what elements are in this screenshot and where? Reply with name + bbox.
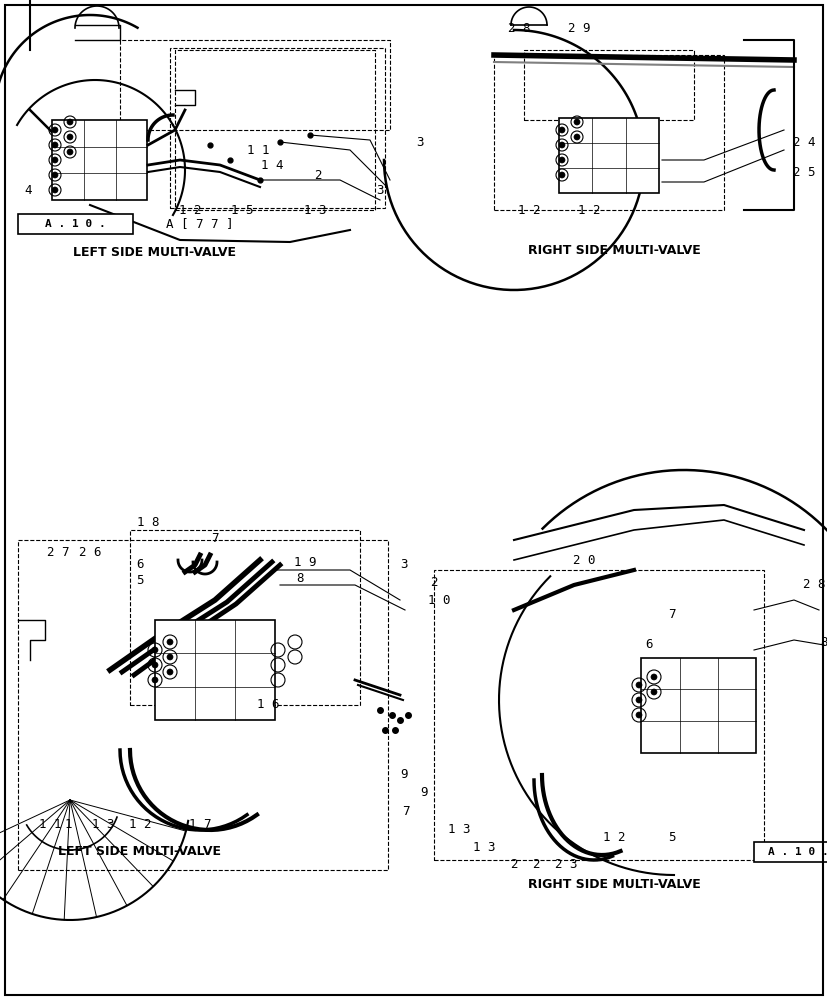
Circle shape <box>558 127 564 133</box>
Text: 1: 1 <box>65 818 72 831</box>
Text: 1 3: 1 3 <box>304 204 326 217</box>
Text: 2 6: 2 6 <box>79 546 101 558</box>
Text: 1 3: 1 3 <box>472 841 495 854</box>
Text: 3: 3 <box>375 184 383 197</box>
Circle shape <box>152 677 158 683</box>
Circle shape <box>573 134 579 140</box>
Text: 1 1: 1 1 <box>246 144 269 157</box>
Text: 1 3: 1 3 <box>447 823 470 836</box>
Circle shape <box>52 157 58 163</box>
Text: 1 2: 1 2 <box>179 204 201 217</box>
Circle shape <box>167 669 173 675</box>
Bar <box>18 214 133 234</box>
Circle shape <box>52 127 58 133</box>
Text: 1 6: 1 6 <box>256 698 279 711</box>
Text: 7: 7 <box>211 532 218 544</box>
Circle shape <box>635 712 641 718</box>
Circle shape <box>167 639 173 645</box>
Bar <box>120 40 390 130</box>
Text: 1 9: 1 9 <box>294 556 316 570</box>
Text: A . 1 0 .: A . 1 0 . <box>45 219 106 229</box>
Text: LEFT SIDE MULTI-VALVE: LEFT SIDE MULTI-VALVE <box>74 245 237 258</box>
Text: A [ 7 7 ]: A [ 7 7 ] <box>166 218 233 231</box>
Circle shape <box>650 689 656 695</box>
Circle shape <box>52 187 58 193</box>
Text: 1 7: 1 7 <box>189 818 211 831</box>
Bar <box>523 50 693 120</box>
Circle shape <box>635 682 641 688</box>
Text: 1 0: 1 0 <box>428 593 450 606</box>
Circle shape <box>558 172 564 178</box>
Circle shape <box>167 654 173 660</box>
Bar <box>52 120 147 200</box>
Text: 4: 4 <box>24 184 31 197</box>
Circle shape <box>558 142 564 148</box>
Text: 7: 7 <box>667 608 675 621</box>
Text: 1 3: 1 3 <box>92 818 114 831</box>
Text: 2 4: 2 4 <box>791 136 815 149</box>
Text: 9: 9 <box>420 786 428 799</box>
Circle shape <box>67 149 73 155</box>
Text: 2 0: 2 0 <box>572 554 595 566</box>
Text: 1 2: 1 2 <box>128 818 151 831</box>
Text: 1 2: 1 2 <box>577 204 600 217</box>
Text: 6: 6 <box>136 558 144 572</box>
Text: 2: 2 <box>509 858 517 871</box>
Circle shape <box>152 647 158 653</box>
Bar <box>753 842 827 862</box>
Text: 5: 5 <box>667 831 675 844</box>
Text: 2 3: 2 3 <box>554 858 576 871</box>
Text: 2: 2 <box>532 858 539 871</box>
Bar <box>18 540 388 870</box>
Text: 7: 7 <box>402 805 409 818</box>
Text: 9: 9 <box>399 768 407 782</box>
Text: 5: 5 <box>136 574 144 586</box>
Text: 8: 8 <box>820 636 827 648</box>
Text: A . 1 0 .: A . 1 0 . <box>767 847 827 857</box>
Circle shape <box>52 142 58 148</box>
Text: 2: 2 <box>314 169 322 182</box>
Text: 2 8: 2 8 <box>802 578 825 591</box>
Circle shape <box>558 157 564 163</box>
Text: 3: 3 <box>399 558 407 572</box>
Text: 2 5: 2 5 <box>791 166 815 179</box>
Circle shape <box>67 134 73 140</box>
Circle shape <box>635 697 641 703</box>
Bar <box>155 620 275 720</box>
Bar <box>494 55 723 210</box>
Text: 2 9: 2 9 <box>567 22 590 35</box>
Bar <box>174 50 375 210</box>
Circle shape <box>573 119 579 125</box>
Text: RIGHT SIDE MULTI-VALVE: RIGHT SIDE MULTI-VALVE <box>527 878 700 892</box>
Text: 2 7: 2 7 <box>46 546 69 558</box>
Text: 1 2: 1 2 <box>602 831 624 844</box>
Text: RIGHT SIDE MULTI-VALVE: RIGHT SIDE MULTI-VALVE <box>527 243 700 256</box>
Text: 2 8: 2 8 <box>507 22 529 35</box>
Circle shape <box>67 119 73 125</box>
Text: LEFT SIDE MULTI-VALVE: LEFT SIDE MULTI-VALVE <box>59 845 222 858</box>
Text: 8: 8 <box>296 572 304 584</box>
Text: 3: 3 <box>416 136 423 149</box>
Bar <box>558 118 658 193</box>
Circle shape <box>152 662 158 668</box>
Circle shape <box>650 674 656 680</box>
Text: 1 2: 1 2 <box>517 204 539 217</box>
Text: 1 8: 1 8 <box>136 516 159 528</box>
Bar <box>130 530 360 705</box>
Text: 2: 2 <box>430 576 437 588</box>
Text: 1 4: 1 4 <box>261 159 283 172</box>
Text: 1 5: 1 5 <box>231 204 253 217</box>
Circle shape <box>52 172 58 178</box>
Text: 6: 6 <box>644 638 652 652</box>
Bar <box>170 48 385 208</box>
Bar <box>641 658 756 752</box>
Bar <box>433 570 763 860</box>
Text: 1 1: 1 1 <box>39 818 61 831</box>
